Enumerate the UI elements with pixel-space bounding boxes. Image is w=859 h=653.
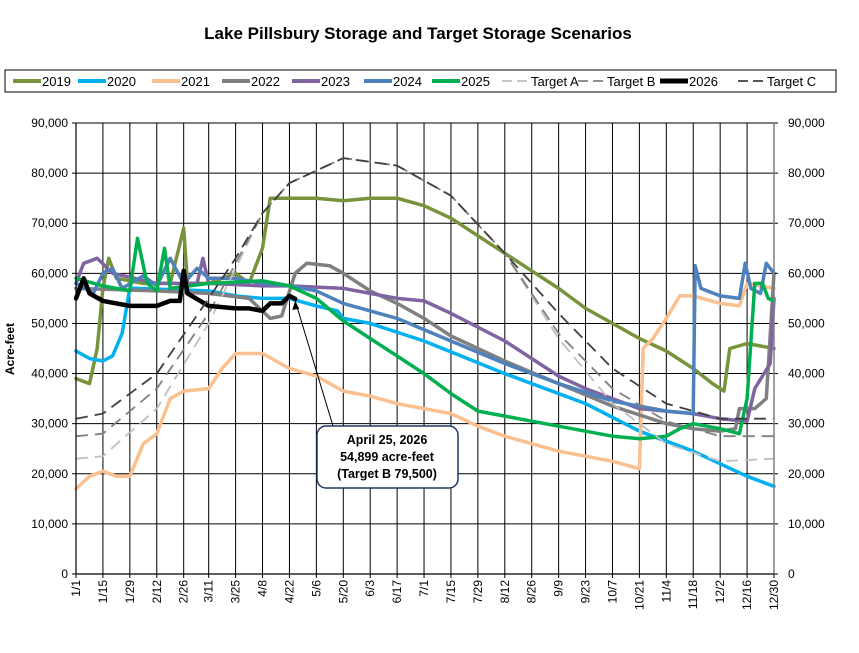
legend-label: 2021 [181,74,210,89]
x-tick-label: 7/29 [471,580,485,604]
legend-box [4,69,837,93]
x-tick-label: 10/7 [605,580,619,604]
legend-label: Target B [607,74,655,89]
annotation-box [316,425,459,489]
legend-label: 2020 [107,74,136,89]
y-tick-label-right: 70,000 [788,216,825,230]
x-tick-label: 1/29 [123,580,137,604]
x-tick-label: 2/12 [150,580,164,604]
y-tick-label: 30,000 [31,417,68,431]
y-tick-label: 70,000 [31,216,68,230]
x-tick-label: 8/12 [498,580,512,604]
y-tick-label: 20,000 [31,467,68,481]
x-tick-label: 5/6 [309,580,323,597]
arrowhead-icon [292,300,300,310]
legend-label: 2024 [393,74,422,89]
y-tick-label-right: 90,000 [788,116,825,130]
y-tick-label: 40,000 [31,367,68,381]
legend-label: Target C [767,74,816,89]
annotation-text: 54,899 acre-feet [340,450,435,464]
series-line-2023 [74,256,776,423]
annotation: April 25, 2026 54,899 acre-feet (Target B … [292,300,459,489]
x-tick-label: 11/18 [686,580,700,609]
x-tick-label: 6/3 [363,580,377,597]
x-tick-label: 8/26 [525,580,539,604]
annotation-arrow [294,300,334,427]
y-tick-label-right: 60,000 [788,266,825,280]
y-tick-label-right: 20,000 [788,467,825,481]
x-tick-label: 10/21 [632,580,646,610]
x-tick-label: 12/30 [767,580,781,610]
y-tick-label: 80,000 [31,166,68,180]
x-tick-label: 7/1 [417,580,431,597]
series-lines [73,157,776,491]
legend: 2019 2020 2021 2022 2023 2024 2025 Target A Targ… [13,74,816,89]
y-tick-label: 10,000 [31,517,68,531]
y-tick-label-right: 40,000 [788,367,825,381]
y-tick-label-right: 50,000 [788,316,825,330]
x-tick-label: 4/8 [256,580,270,597]
series-line-2026 [73,268,298,314]
x-tick-label: 12/2 [713,580,727,604]
legend-label: 2022 [251,74,280,89]
y-tick-label-right: 0 [788,567,795,581]
x-tick-label: 4/22 [282,580,296,604]
x-tick-label: 9/23 [579,580,593,604]
y-tick-label-right: 30,000 [788,417,825,431]
x-tick-label: 12/16 [740,580,754,610]
x-tick-label: 7/15 [444,580,458,604]
legend-label: 2026 [689,74,718,89]
y-tick-label: 90,000 [31,116,68,130]
x-tick-label: 1/15 [96,580,110,604]
legend-label: 2025 [461,74,490,89]
series-line-2022 [74,261,776,433]
series-line-target-a [75,157,775,463]
x-tick-label: 2/26 [177,580,191,604]
y-tick-label-right: 80,000 [788,166,825,180]
x-tick-label: 3/11 [202,580,216,603]
x-tick-label: 9/9 [552,580,566,597]
x-tick-label: 11/4 [659,580,673,603]
x-tick-label: 6/17 [390,580,404,604]
x-tick-label: 3/25 [229,580,243,604]
axes: 0 0 10,000 10,000 20,000 20,000 30,000 30,000 40… [31,116,825,610]
legend-label: 2019 [42,74,71,89]
x-tick-label: 1/1 [69,580,83,597]
y-tick-label: 60,000 [31,266,68,280]
y-tick-label: 50,000 [31,316,68,330]
y-tick-label-right: 10,000 [788,517,825,531]
y-axis-label: Acre-feet [3,323,17,375]
series-line-target-b [75,157,774,438]
legend-label: 2023 [321,74,350,89]
annotation-text: (Target B 79,500) [337,467,437,481]
series-line-target-c [75,157,774,420]
series-line-2025 [74,236,776,441]
chart-title: Lake Pillsbury Storage and Target Storag… [204,24,632,43]
grid [75,122,775,575]
x-tick-label: 5/20 [336,580,350,604]
annotation-text: April 25, 2026 [347,433,428,447]
y-tick-label: 0 [61,567,68,581]
legend-label: Target A [531,74,579,89]
series-line-2021 [74,281,776,491]
